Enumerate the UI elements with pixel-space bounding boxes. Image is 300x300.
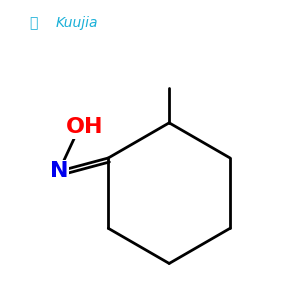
- Text: Ⓚ: Ⓚ: [29, 16, 38, 30]
- Text: N: N: [50, 161, 68, 181]
- Text: OH: OH: [65, 118, 103, 137]
- Text: Kuujia: Kuujia: [56, 16, 98, 30]
